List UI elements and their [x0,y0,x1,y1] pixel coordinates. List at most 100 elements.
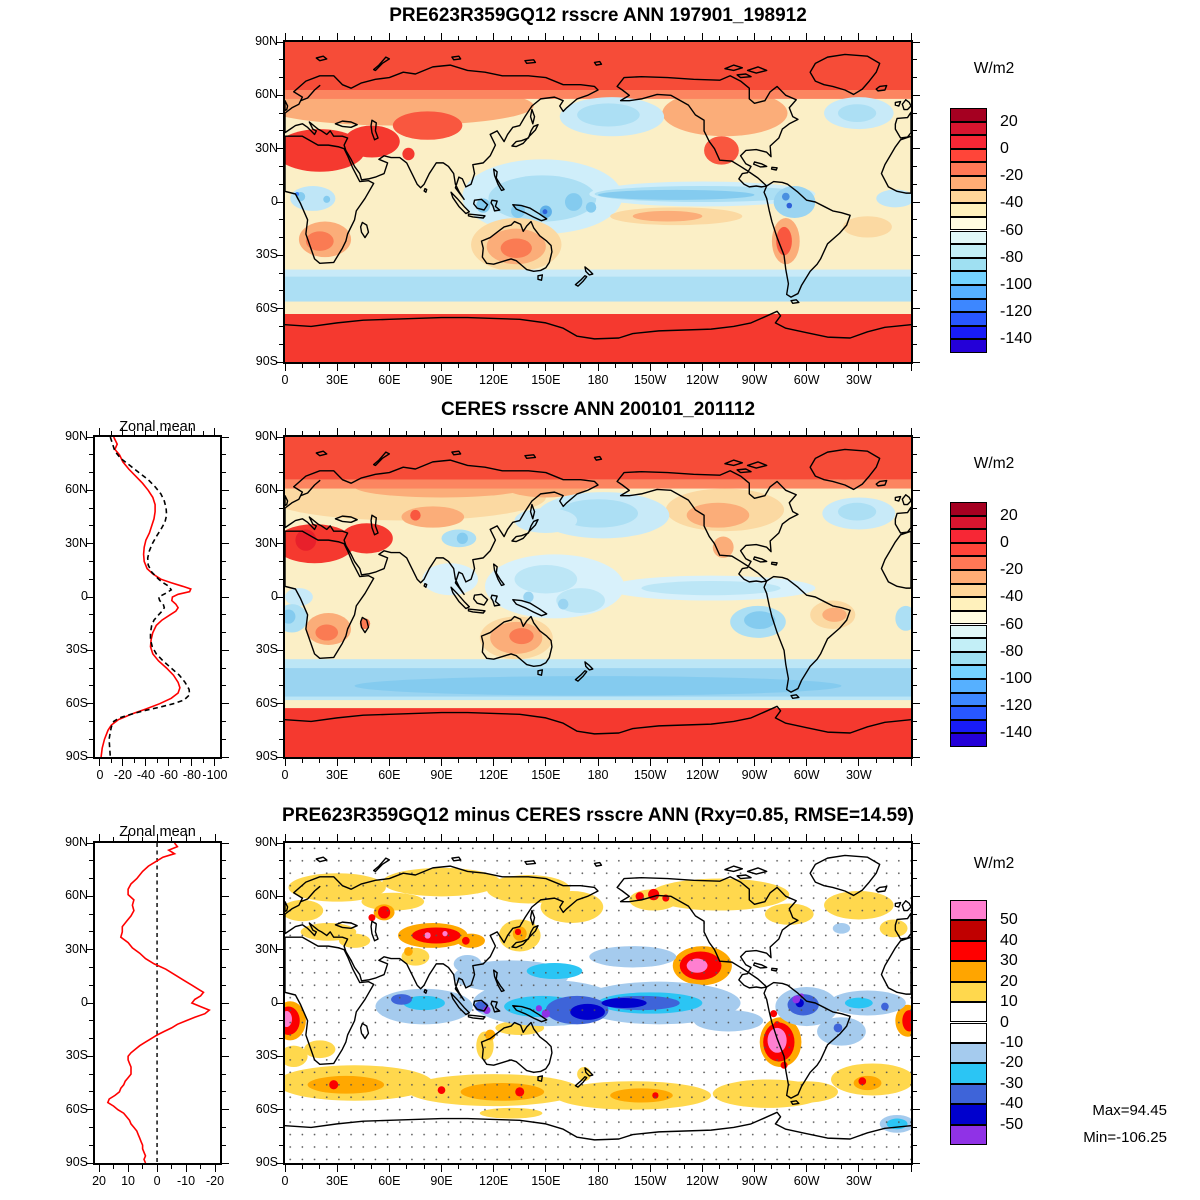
lon-tick [510,1165,512,1169]
panel-ceres-title: CERES rsscre ANN 200101_201112 [440,399,756,420]
lon-tick [284,364,286,371]
lon-tick [475,1165,477,1169]
zonal-x-tick [99,759,101,766]
colorbar-box [950,325,987,340]
lon-tick [423,1165,425,1169]
lon-tick-label: 90E [430,373,453,387]
zonal-y-tick [86,756,93,758]
lon-tick-label: 30E [326,768,349,782]
lon-tick [406,364,408,368]
lon-tick [458,431,460,435]
lat-tick [913,325,917,327]
map-diff-field [285,843,911,1163]
lon-tick [701,1165,703,1172]
lat-tick-label: 0 [271,194,278,208]
lat-tick [913,984,917,986]
lon-tick [510,36,512,40]
panel-diff-title: PRE623R359GQ12 minus CERES rsscre ANN (R… [282,805,914,826]
colorbar-tick-label: 10 [1000,993,1018,1011]
zonal-y-tick [222,1144,226,1146]
zonal-y-tick-label: 30S [65,642,88,657]
lat-tick [279,325,283,327]
lon-tick [284,759,286,766]
lon-tick [806,1165,808,1172]
lon-tick [284,428,286,435]
zonal-x-tick-label: -80 [182,768,201,782]
lon-tick-label: 60W [793,768,820,782]
lon-tick-label: 60E [378,373,401,387]
lat-tick [913,148,920,150]
colorbar-box [950,529,987,543]
zonal-y-tick [222,649,229,651]
colorbar-tick-label: -20 [1000,561,1024,579]
lon-tick [649,364,651,371]
lat-tick [279,454,283,456]
lon-tick-label: 60W [793,1174,820,1188]
lat-tick-label: 60S [255,300,278,315]
lon-tick [475,364,477,368]
lon-tick [301,1165,303,1169]
colorbar-box [950,502,987,516]
lon-tick [684,364,686,368]
colorbar-box [950,1104,987,1125]
colorbar-box [950,1042,987,1064]
lat-tick [279,1038,283,1040]
colorbar-box [950,610,987,625]
colorbar-box [950,920,987,941]
lat-tick [913,361,920,363]
lon-tick [649,759,651,766]
zonal-series-black-dashed [108,437,191,757]
zonal-y-tick [86,596,93,598]
zonal-y-tick [89,1073,93,1075]
stat-min: Min=-106.25 [1083,1129,1167,1146]
lat-tick [913,290,917,292]
lon-tick [597,1165,599,1172]
lon-tick [649,428,651,435]
lon-tick [823,431,825,435]
lat-tick [279,913,283,915]
lon-tick [649,33,651,40]
lon-tick [301,431,303,435]
lon-tick-label: 30W [845,1174,872,1188]
lat-tick [276,254,283,256]
lon-tick [875,759,877,763]
lon-tick [441,428,442,435]
lat-tick-label: 30S [255,642,278,657]
zonal-y-tick-label: 0 [81,589,88,603]
lat-tick [279,860,283,862]
zonal-x-tick [99,428,101,435]
lat-tick [279,878,283,880]
lon-tick [475,36,477,40]
lon-tick [527,1165,529,1169]
lon-tick-label: 30E [326,1174,349,1188]
zonal-y-tick [222,1073,226,1075]
lon-tick [719,837,721,841]
zonal-y-tick [222,454,226,456]
zonal-y-tick [222,472,226,474]
zonal-y-tick [222,560,226,562]
lon-tick [840,36,842,40]
zonal-y-tick [89,984,93,986]
lat-tick [276,596,283,598]
lon-tick [754,834,755,841]
lat-tick-label: 30S [255,247,278,262]
lon-tick [597,428,599,435]
lat-tick [279,77,283,79]
lat-tick-label: 60N [255,87,278,102]
lat-tick [913,756,920,758]
zonal-x-tick [171,1165,173,1169]
colorbar-box [950,230,987,245]
lon-tick [301,364,303,368]
lon-tick [354,759,356,763]
lon-tick [614,759,616,763]
lon-tick [840,1165,842,1169]
zonal-x-tick-label: 0 [96,768,104,782]
colorbar-box [950,312,987,326]
lon-tick-label: 60E [378,768,401,782]
lon-tick [336,428,338,435]
zonal-y-tick [89,931,93,933]
zonal-y-tick [86,1002,93,1004]
lon-tick-label: 120E [479,1174,509,1188]
zonal-y-tick [222,489,229,491]
lat-tick [276,1055,283,1057]
